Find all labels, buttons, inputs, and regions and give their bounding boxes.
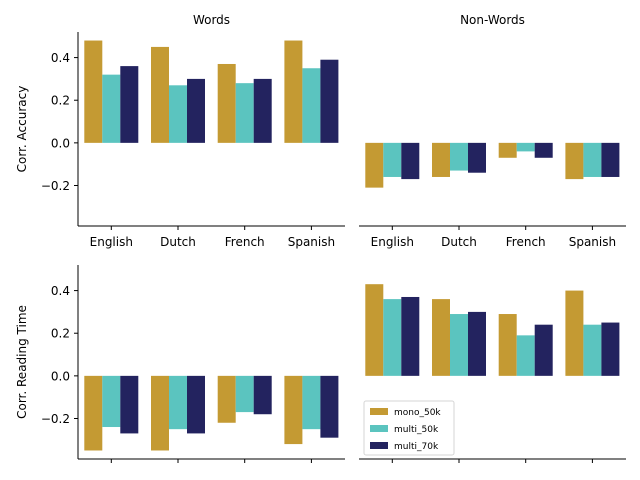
bar-multi_70k-french <box>534 142 553 158</box>
y-tick-label: 0.0 <box>51 136 70 150</box>
bar-multi_50k-spanish <box>583 324 602 376</box>
y-tick-label: −0.2 <box>41 412 70 426</box>
bar-mono_50k-english <box>84 40 103 143</box>
bar-mono_50k-spanish <box>565 142 584 180</box>
bar-multi_70k-dutch <box>468 311 486 376</box>
x-tick-label: English <box>90 235 133 249</box>
y-tick-label: −0.2 <box>41 179 70 193</box>
bar-multi_70k-dutch <box>468 142 486 173</box>
bar-multi_70k-english <box>401 142 420 180</box>
panel-title: Words <box>193 13 230 27</box>
y-tick-label: 0.4 <box>51 51 70 65</box>
bar-mono_50k-english <box>84 375 103 451</box>
bar-multi_50k-english <box>102 74 121 143</box>
bar-mono_50k-french <box>498 142 517 158</box>
bar-mono_50k-spanish <box>284 40 303 143</box>
bar-multi_50k-spanish <box>302 375 321 430</box>
bar-mono_50k-french <box>217 375 236 423</box>
bar-multi_70k-dutch <box>187 78 205 143</box>
bar-multi_50k-english <box>383 142 402 177</box>
y-tick-label: 0.4 <box>51 284 70 298</box>
y-tick-label: 0.2 <box>51 94 70 108</box>
bar-multi_50k-french <box>235 375 254 413</box>
bar-mono_50k-french <box>498 314 517 376</box>
bar-multi_70k-spanish <box>320 59 339 143</box>
y-tick-label: 0.0 <box>51 369 70 383</box>
x-tick-label: Spanish <box>288 235 335 249</box>
x-tick-label: Dutch <box>441 235 477 249</box>
bar-multi_70k-french <box>253 375 272 415</box>
bar-multi_50k-dutch <box>450 142 468 171</box>
bar-mono_50k-dutch <box>151 46 169 143</box>
bar-multi_50k-english <box>383 299 402 376</box>
y-axis-label: Corr. Reading Time <box>15 305 29 419</box>
bar-mono_50k-dutch <box>151 375 169 451</box>
bar-multi_50k-dutch <box>450 314 468 376</box>
bar-multi_70k-english <box>120 66 139 143</box>
panel-3: 0.4 0.2 0.0 −0.2 Corr. Reading Time <box>15 265 345 463</box>
bar-multi_50k-french <box>235 83 254 143</box>
legend-label-multi_70k: multi_70k <box>394 442 439 452</box>
x-tick-label: French <box>225 235 265 249</box>
bar-mono_50k-spanish <box>565 290 584 376</box>
legend-swatch-mono_50k <box>370 408 388 415</box>
bar-multi_70k-spanish <box>320 375 339 438</box>
y-tick-label: 0.2 <box>51 327 70 341</box>
panel-4: mono_50k multi_50k multi_70k <box>359 284 626 463</box>
bar-mono_50k-dutch <box>432 142 450 177</box>
bar-multi_50k-french <box>516 142 535 152</box>
bar-mono_50k-spanish <box>284 375 303 445</box>
bar-multi_70k-dutch <box>187 375 205 434</box>
bar-multi_70k-spanish <box>601 142 620 177</box>
bar-mono_50k-french <box>217 63 236 143</box>
bar-mono_50k-dutch <box>432 299 450 376</box>
bar-multi_50k-english <box>102 375 121 428</box>
bar-multi_50k-french <box>516 335 535 376</box>
legend: mono_50k multi_50k multi_70k <box>363 400 455 456</box>
bar-multi_70k-spanish <box>601 322 620 376</box>
panel-2: English Dutch French Spanish Non-Words <box>359 13 626 249</box>
bar-multi_70k-french <box>534 324 553 376</box>
x-tick-label: Dutch <box>160 235 196 249</box>
bar-multi_50k-dutch <box>169 85 187 143</box>
legend-swatch-multi_50k <box>370 425 388 432</box>
legend-swatch-multi_70k <box>370 442 388 449</box>
y-axis-label: Corr. Accuracy <box>15 86 29 173</box>
panel-1: English Dutch French Spanish 0.4 0.2 0.0 −0.2 Wo… <box>15 13 345 249</box>
bar-multi_70k-french <box>253 78 272 143</box>
x-tick-label: English <box>371 235 414 249</box>
panel-title: Non-Words <box>460 13 525 27</box>
legend-label-mono_50k: mono_50k <box>394 408 441 418</box>
bar-multi_50k-spanish <box>583 142 602 177</box>
bar-multi_50k-spanish <box>302 68 321 143</box>
bar-multi_70k-english <box>401 296 420 376</box>
bar-mono_50k-english <box>365 284 384 376</box>
legend-label-multi_50k: multi_50k <box>394 425 439 435</box>
bar-multi_70k-english <box>120 375 139 434</box>
bar-multi_50k-dutch <box>169 375 187 430</box>
bar-mono_50k-english <box>365 142 384 188</box>
x-tick-label: Spanish <box>569 235 616 249</box>
x-tick-label: French <box>506 235 546 249</box>
